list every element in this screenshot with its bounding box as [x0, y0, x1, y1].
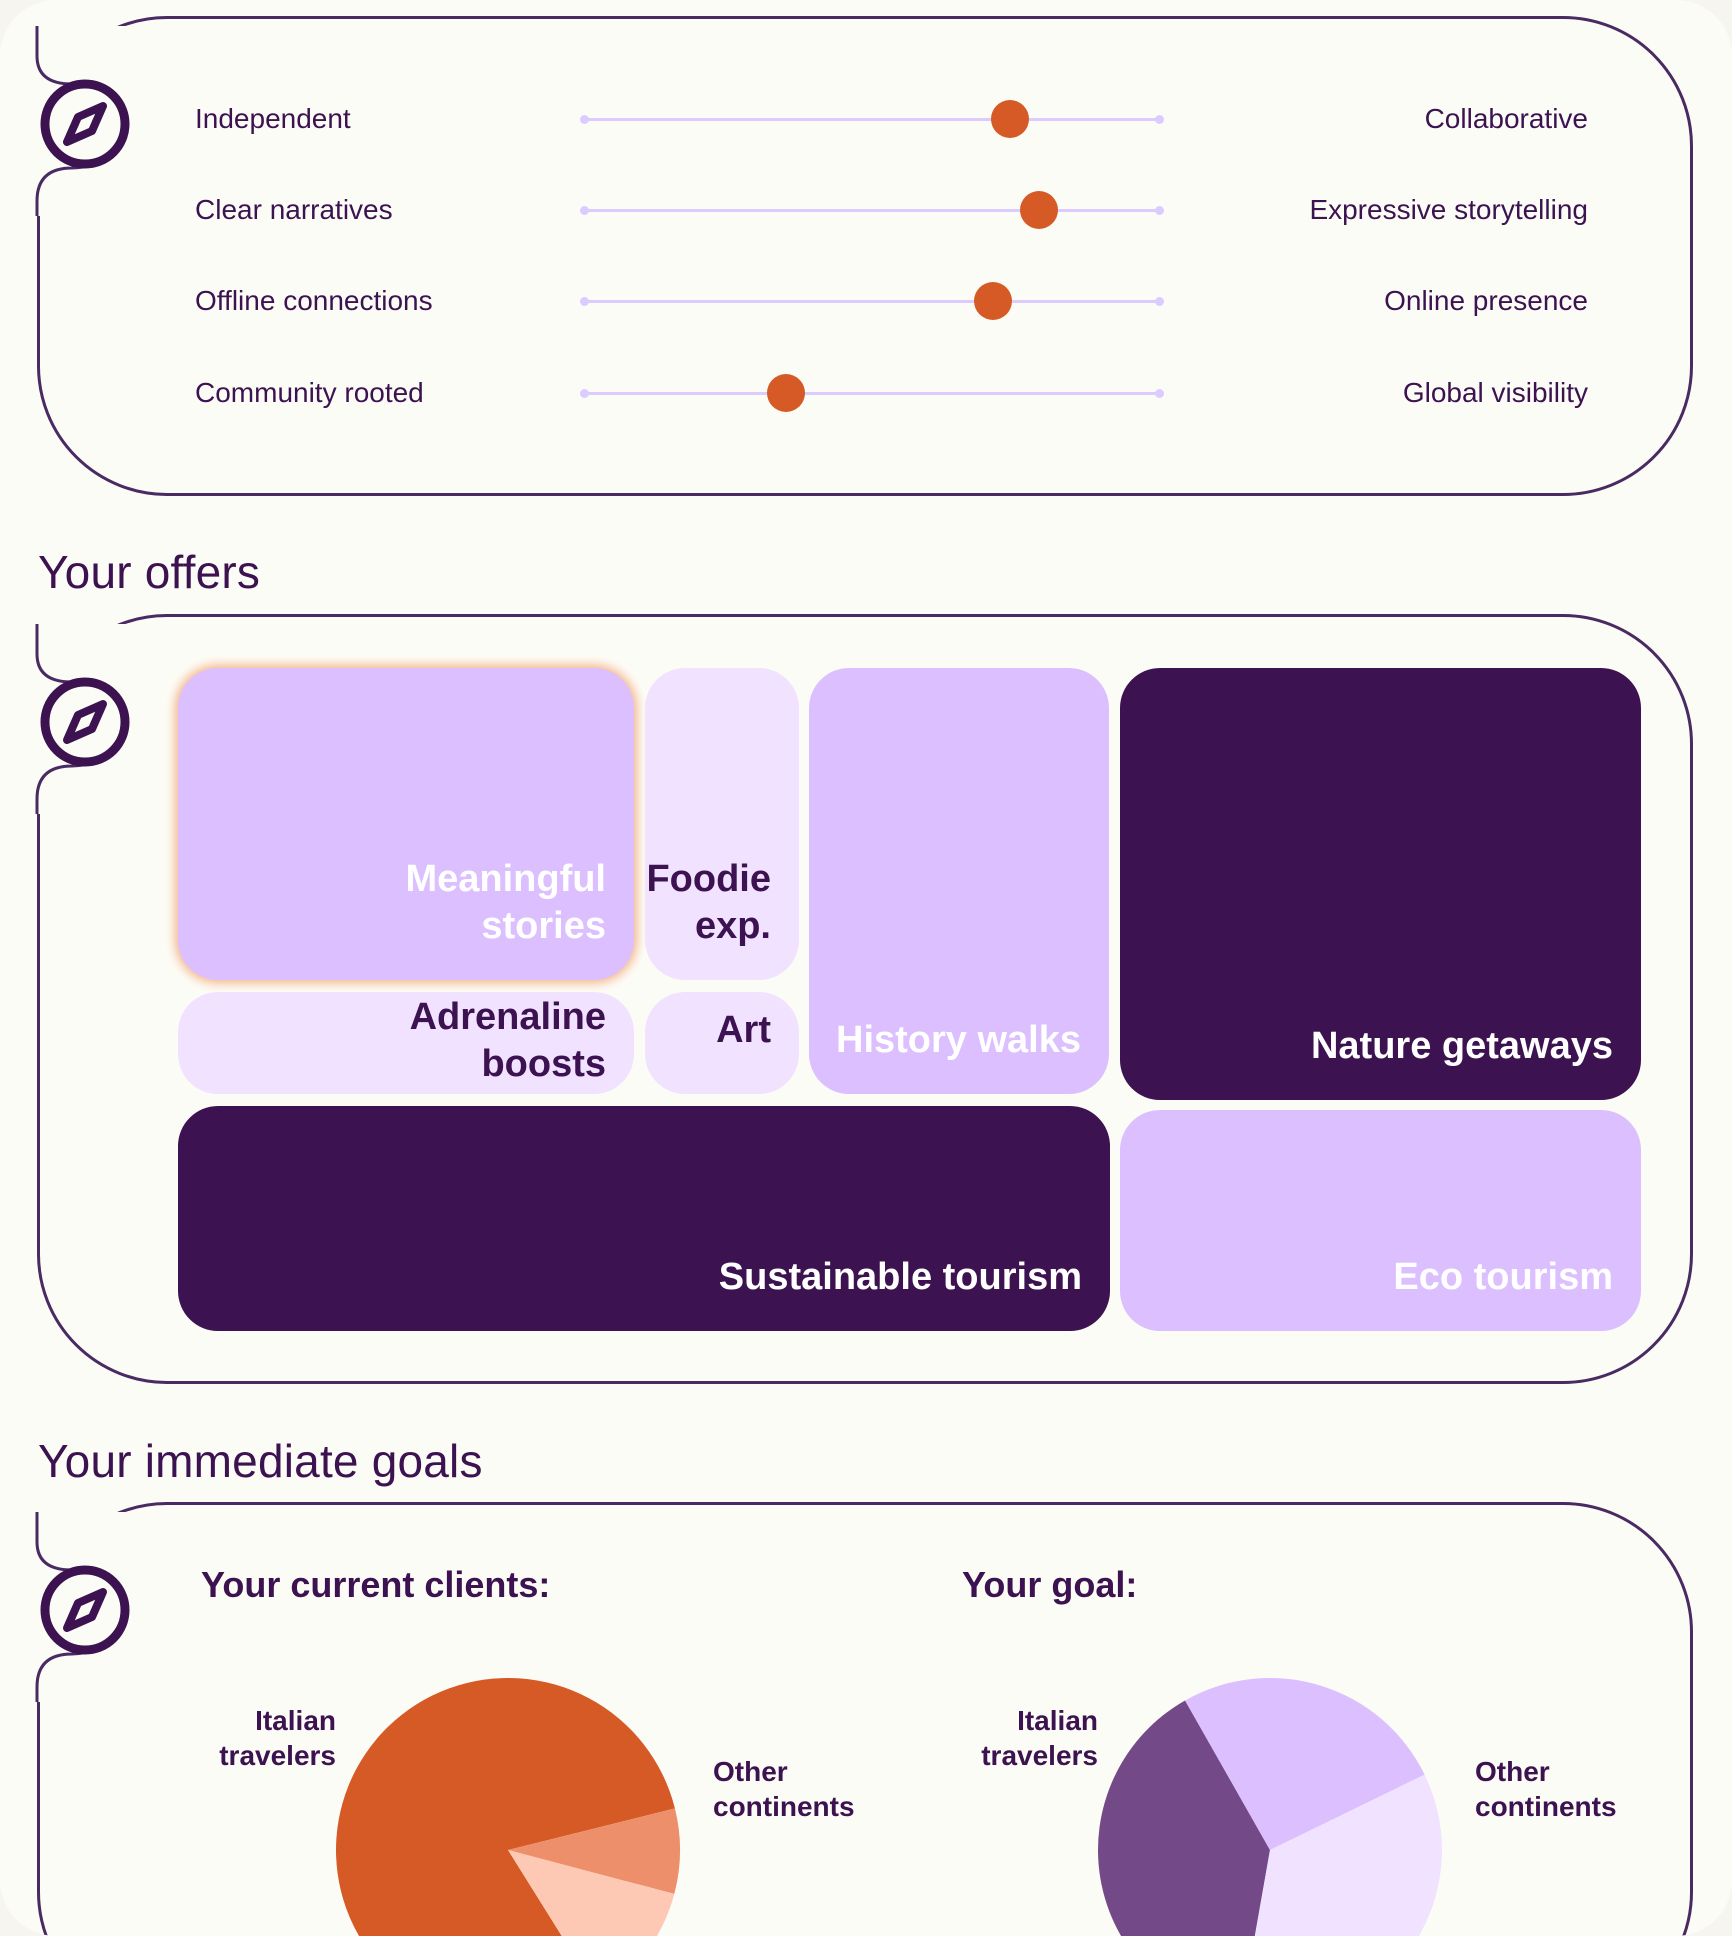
offer-tile-label: Eco tourism	[1393, 1256, 1613, 1298]
offer-tile-label: Nature getaways	[1310, 1025, 1613, 1067]
offer-tile[interactable]: Sustainable tourism	[178, 1106, 1110, 1331]
compass-badge	[10, 26, 164, 216]
compass-icon	[35, 26, 130, 216]
slider-track[interactable]	[580, 100, 1164, 138]
current-italian-label: Italian travelers	[219, 1705, 336, 1771]
slider-left-label: Offline connections	[195, 285, 433, 316]
slider-track-end	[1155, 297, 1164, 306]
slider-knob[interactable]	[766, 374, 805, 412]
offer-tile-label: Meaningful stories	[405, 858, 606, 947]
slider-track[interactable]	[580, 374, 1164, 412]
offers-panel	[37, 614, 1693, 1384]
goal-heading: Your goal:	[962, 1564, 1138, 1605]
compass-icon	[35, 624, 130, 814]
offer-tile-label: Adrenaline boosts	[409, 996, 606, 1085]
offer-tile[interactable]: Eco tourism	[1120, 1110, 1641, 1331]
compass-badge	[10, 1512, 164, 1702]
slider-left-label: Clear narratives	[195, 194, 393, 225]
offer-tile[interactable]: Art	[645, 992, 799, 1094]
goals-panel	[37, 1502, 1693, 1936]
goal-other-label: Other continents	[1475, 1756, 1617, 1822]
offer-tile[interactable]: Nature getaways	[1120, 668, 1641, 1100]
offer-tile-label: Sustainable tourism	[718, 1256, 1082, 1298]
offer-tile-label: History walks	[836, 1019, 1081, 1061]
slider-track-end	[1155, 206, 1164, 215]
personality-panel	[37, 16, 1693, 496]
offer-tile-label: Foodie exp.	[646, 858, 771, 947]
current-other-label: Other continents	[713, 1756, 855, 1822]
compass-icon	[35, 1512, 130, 1702]
slider-track-end	[1155, 115, 1164, 124]
slider-knob[interactable]	[991, 100, 1030, 138]
slider-track[interactable]	[580, 191, 1164, 229]
slider-track-start	[580, 115, 589, 124]
slider-right-label: Collaborative	[1424, 103, 1588, 134]
slider-left-label: Independent	[195, 103, 351, 134]
slider-left-label: Community rooted	[195, 377, 424, 408]
offers-title: Your offers	[38, 546, 261, 598]
offer-tile-label: Art	[716, 1009, 771, 1051]
slider-knob[interactable]	[1020, 191, 1059, 229]
goal-italian-label: Italian travelers	[981, 1705, 1098, 1771]
slider-right-label: Online presence	[1384, 285, 1588, 316]
offer-tile[interactable]: History walks	[809, 668, 1109, 1094]
current-clients-heading: Your current clients:	[201, 1564, 551, 1605]
slider-track-end	[1155, 389, 1164, 398]
slider-right-label: Expressive storytelling	[1309, 194, 1588, 225]
offer-tile[interactable]: Foodie exp.	[645, 668, 799, 980]
offer-tile[interactable]: Meaningful stories	[178, 668, 634, 980]
slider-track-start	[580, 389, 589, 398]
offer-tile[interactable]: Adrenaline boosts	[178, 992, 634, 1094]
slider-track-start	[580, 297, 589, 306]
slider-track[interactable]	[580, 282, 1164, 320]
slider-right-label: Global visibility	[1402, 377, 1588, 408]
slider-track-start	[580, 206, 589, 215]
goals-title: Your immediate goals	[38, 1435, 483, 1487]
compass-badge	[10, 624, 164, 814]
slider-knob[interactable]	[973, 282, 1012, 320]
